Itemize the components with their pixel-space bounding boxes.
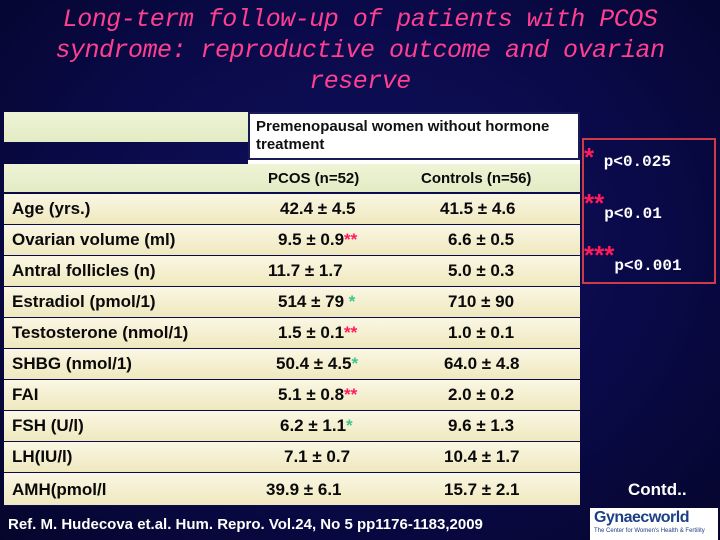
row-band xyxy=(4,349,580,380)
row-label: SHBG (nmol/1) xyxy=(12,354,132,373)
column-header-pcos: PCOS (n=52) xyxy=(268,170,360,187)
gynaecworld-logo: Gynaecworld The Center for Women's Healt… xyxy=(590,508,718,540)
controls-value: 15.7 ± 2.1 xyxy=(444,480,520,499)
significance-mark: * xyxy=(346,416,353,435)
title-line-3: reserve xyxy=(309,67,411,96)
title-line-1: Long-term follow-up of patients with PCO… xyxy=(62,5,658,34)
row-label: FSH (U/l) xyxy=(12,416,84,435)
reference-citation: Ref. M. Hudecova et.al. Hum. Repro. Vol.… xyxy=(8,516,483,533)
significance-mark: ** xyxy=(344,323,358,342)
significance-mark: ** xyxy=(344,385,358,404)
pcos-value: 6.2 ± 1.1* xyxy=(280,416,353,435)
controls-value: 2.0 ± 0.2 xyxy=(448,385,515,404)
continued-label: Contd.. xyxy=(628,480,687,499)
logo-tagline: The Center for Women's Health & Fertilit… xyxy=(594,528,705,534)
group-header: Premenopausal women without hormone trea… xyxy=(248,112,580,160)
controls-value: 64.0 ± 4.8 xyxy=(444,354,520,373)
controls-value: 6.6 ± 0.5 xyxy=(448,230,515,249)
significance-legend: * p<0.025 **p<0.01 ***p<0.001 xyxy=(582,138,716,284)
row-label: Antral follicles (n) xyxy=(12,261,156,280)
row-label: Estradiol (pmol/1) xyxy=(12,292,156,311)
column-header-controls: Controls (n=56) xyxy=(421,170,532,187)
row-band xyxy=(4,225,580,256)
controls-value: 9.6 ± 1.3 xyxy=(448,416,515,435)
row-band xyxy=(4,287,580,318)
pcos-value: 1.5 ± 0.1** xyxy=(278,323,358,342)
column-header-band xyxy=(4,164,580,193)
pcos-value: 514 ± 79 * xyxy=(278,292,356,311)
row-band xyxy=(4,318,580,349)
slide-title: Long-term follow-up of patients with PCO… xyxy=(0,4,720,97)
pcos-value: 7.1 ± 0.7 xyxy=(284,447,351,466)
significance-mark: * xyxy=(344,292,356,311)
row-label: LH(IU/l) xyxy=(12,447,73,466)
row-label: AMH(pmol/l xyxy=(12,480,107,499)
legend-two-star: **p<0.01 xyxy=(584,188,662,223)
controls-value: 41.5 ± 4.6 xyxy=(440,199,516,218)
row-label: Testosterone (nmol/1) xyxy=(12,323,189,342)
controls-value: 10.4 ± 1.7 xyxy=(444,447,520,466)
significance-mark: ** xyxy=(344,230,358,249)
header-divider xyxy=(248,160,580,164)
controls-value: 1.0 ± 0.1 xyxy=(448,323,515,342)
row-band xyxy=(4,380,580,411)
pcos-value: 42.4 ± 4.5 xyxy=(280,199,356,218)
logo-name: Gynaecworld xyxy=(594,509,689,526)
row-label: Ovarian volume (ml) xyxy=(12,230,176,249)
controls-value: 5.0 ± 0.3 xyxy=(448,261,515,280)
controls-value: 710 ± 90 xyxy=(448,292,515,311)
row-band xyxy=(4,194,580,225)
row-label: Age (yrs.) xyxy=(12,199,91,218)
legend-one-star: * p<0.025 xyxy=(584,142,671,172)
significance-mark: * xyxy=(351,354,359,373)
pcos-value: 9.5 ± 0.9** xyxy=(278,230,358,249)
title-line-2: syndrome: reproductive outcome and ovari… xyxy=(55,36,665,65)
row-label: FAI xyxy=(12,385,39,404)
row-band xyxy=(4,473,580,506)
pcos-value: 11.7 ± 1.7 xyxy=(268,261,343,280)
pcos-value: 39.9 ± 6.1 xyxy=(266,480,342,499)
pcos-value: 5.1 ± 0.8** xyxy=(278,385,358,404)
row-band xyxy=(4,411,580,442)
pcos-value: 50.4 ± 4.5* xyxy=(276,354,359,373)
row-band xyxy=(4,256,580,287)
legend-three-star: ***p<0.001 xyxy=(584,240,682,275)
row-band xyxy=(4,442,580,473)
